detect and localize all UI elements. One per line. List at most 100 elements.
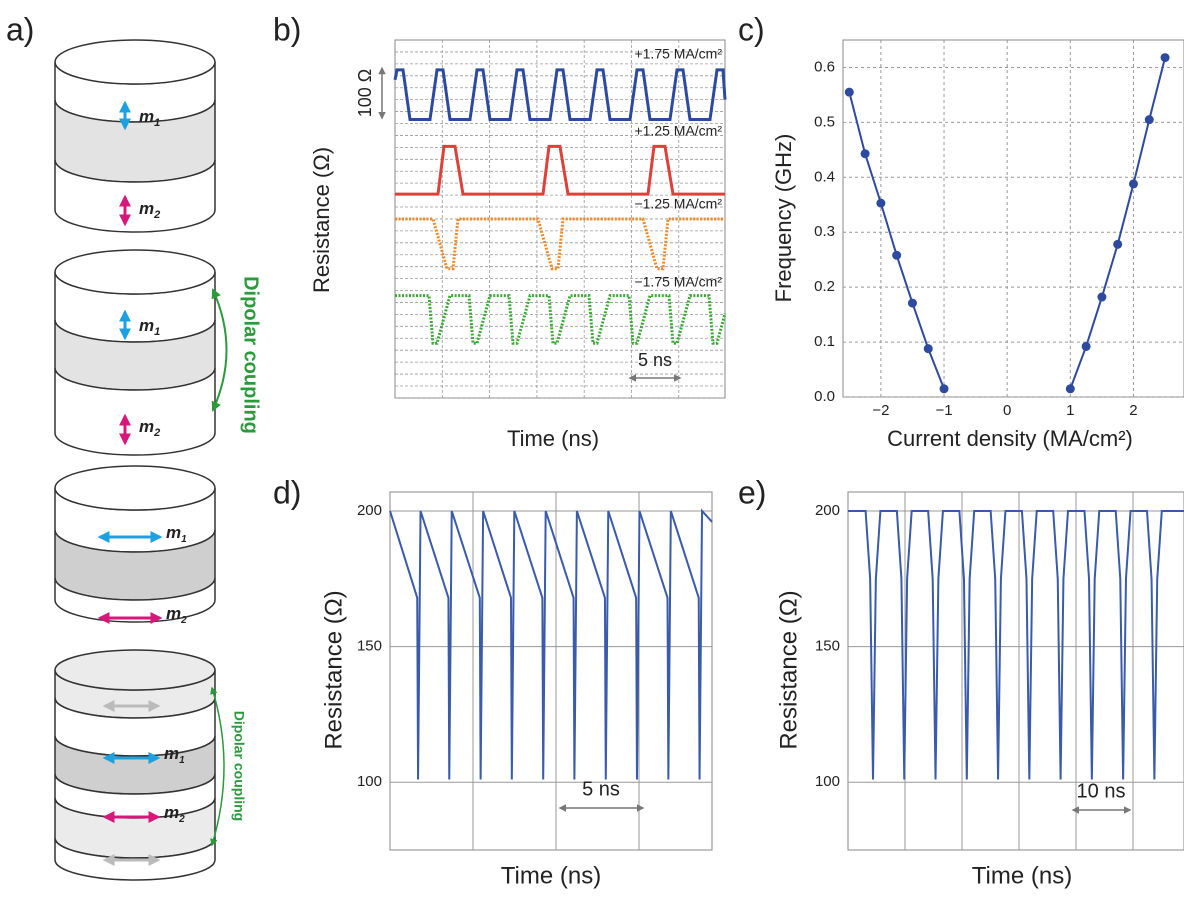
- moment-label: m1: [164, 744, 185, 765]
- charts: Time (ns) Resistance (Ω) +1.75 MA/cm² +1.25…: [309, 39, 1184, 889]
- layer-top: [54, 249, 216, 295]
- y-tick-label: 150: [357, 638, 382, 655]
- moment-label: m2: [139, 417, 160, 438]
- x-tick-label: −1: [935, 402, 952, 419]
- x-axis-label: Current density (MA/cm²): [887, 426, 1133, 451]
- subscript: 1: [154, 117, 160, 129]
- layer-top: [54, 465, 216, 511]
- y-tick-label: 100: [357, 773, 382, 790]
- data-point: [923, 344, 933, 354]
- x-axis-label: Time (ns): [507, 426, 599, 451]
- moment-symbol: m: [166, 604, 181, 623]
- y-axis-label: Resistance (Ω): [320, 590, 347, 749]
- data-point: [860, 149, 870, 159]
- panel-label: e): [738, 474, 766, 510]
- moment-symbol: m: [164, 803, 179, 822]
- data-point: [907, 298, 917, 308]
- moment-label: m2: [164, 803, 185, 824]
- data-point: [1160, 53, 1170, 63]
- plot-frame: [847, 491, 1184, 851]
- y-axis-label: Resistance (Ω): [309, 147, 334, 293]
- scale-bar-label: 10 ns: [1077, 780, 1126, 802]
- data-line: [389, 508, 713, 780]
- panel-label: a): [6, 11, 34, 47]
- y-tick-label: 0.3: [814, 223, 835, 240]
- data-point: [1097, 292, 1107, 302]
- x-tick-label: 1: [1066, 402, 1074, 419]
- series-label: −1.25 MA/cm²: [634, 196, 722, 212]
- layer-top: [54, 39, 216, 85]
- y-tick-label: 0.4: [814, 168, 835, 185]
- data-point: [939, 384, 949, 394]
- x-tick-label: −2: [872, 402, 889, 419]
- moment-label: m1: [166, 523, 187, 544]
- data-line: [395, 217, 725, 271]
- y-tick-label: 100: [815, 773, 840, 790]
- moment-label: m2: [139, 199, 160, 220]
- subscript: 1: [154, 326, 160, 338]
- data-point: [892, 250, 902, 260]
- panel-label: c): [738, 11, 765, 47]
- data-point: [844, 87, 854, 97]
- x-axis-label: Time (ns): [972, 862, 1072, 889]
- layer: [54, 367, 216, 456]
- coupling-arrow: [210, 686, 225, 847]
- data-point: [1065, 384, 1075, 394]
- scale-bar-label: 5 ns: [638, 350, 672, 370]
- subscript: 1: [181, 534, 187, 545]
- layer: [54, 159, 216, 233]
- coupling-arrow: [211, 288, 228, 412]
- moment-symbol: m: [164, 744, 179, 763]
- moment-symbol: m: [166, 523, 181, 542]
- scale-bar-label: 5 ns: [582, 778, 620, 800]
- y-axis-label: Frequency (GHz): [771, 134, 796, 303]
- y-tick-label: 0.0: [814, 388, 835, 405]
- panel-label: d): [273, 474, 301, 510]
- data-point: [1113, 239, 1123, 249]
- moment-symbol: m: [139, 199, 154, 218]
- series-label: −1.75 MA/cm²: [634, 274, 722, 290]
- subscript: 2: [180, 615, 187, 626]
- plot-frame: [842, 39, 1184, 398]
- x-tick-label: 0: [1003, 402, 1011, 419]
- data-point: [1081, 341, 1091, 351]
- moment-label: m1: [139, 107, 160, 128]
- y-tick-label: 0.2: [814, 278, 835, 295]
- chart-panel: 100 150 200 Time (ns) Resistance (Ω) 10 ns: [775, 491, 1184, 889]
- y-tick-label: 150: [815, 638, 840, 655]
- moment-symbol: m: [139, 417, 154, 436]
- data-line: [395, 294, 727, 345]
- subscript: 2: [153, 209, 160, 221]
- layer: [54, 577, 216, 623]
- series-label: +1.25 MA/cm²: [634, 123, 722, 139]
- subscript: 2: [178, 814, 185, 825]
- chart-panel: Time (ns) Resistance (Ω) +1.75 MA/cm² +1.25…: [309, 39, 727, 451]
- subscript: 2: [153, 427, 160, 439]
- coupling-label: Dipolar coupling: [240, 276, 262, 434]
- data-point: [876, 198, 886, 208]
- y-tick-label: 200: [815, 502, 840, 519]
- coupling-label: Dipolar coupling: [231, 711, 247, 821]
- moment-label: m1: [139, 316, 160, 337]
- x-axis-label: Time (ns): [501, 862, 601, 889]
- layer-stacks: [54, 39, 216, 881]
- data-line: [395, 144, 725, 196]
- data-point: [1128, 179, 1138, 189]
- y-tick-label: 0.1: [814, 333, 835, 350]
- y-tick-label: 200: [357, 502, 382, 519]
- moment-arrows: [97, 100, 228, 866]
- scale-bar-label: 100 Ω: [355, 69, 375, 118]
- subscript: 1: [179, 755, 185, 766]
- panel-label: b): [273, 11, 301, 47]
- x-tick-label: 2: [1129, 402, 1137, 419]
- layer-top: [54, 649, 216, 691]
- chart-panel: 0.0 0.1 0.2 0.3 0.4 0.5 0.6 −2 −1 0 1 2 Current dens…: [771, 39, 1184, 451]
- data-line: [848, 509, 1184, 780]
- data-line: [393, 68, 727, 122]
- data-point: [1144, 115, 1154, 125]
- moment-label: m2: [166, 604, 187, 625]
- moment-symbol: m: [139, 316, 154, 335]
- series-label: +1.75 MA/cm²: [634, 46, 722, 62]
- y-tick-label: 0.6: [814, 58, 835, 75]
